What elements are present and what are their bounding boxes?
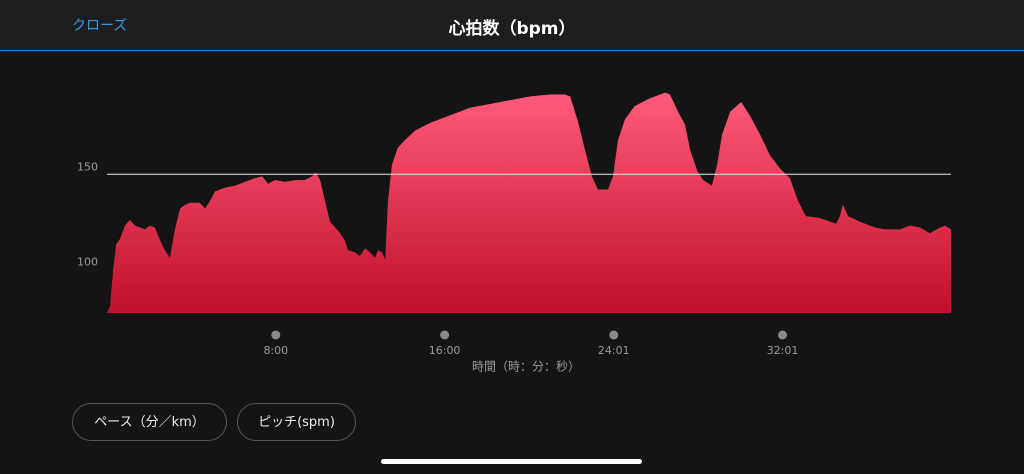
y-tick-label: 150 (77, 160, 98, 173)
x-tick-label: 16:00 (429, 344, 461, 357)
y-tick-label: 100 (77, 255, 98, 268)
chart: 100 150 8:00 16:00 24:01 32:01 時間（時：分：秒） (77, 92, 951, 374)
heart-rate-area (107, 92, 951, 313)
close-button[interactable]: クローズ (72, 18, 128, 34)
pace-button[interactable]: ペース（分／km） (72, 403, 227, 441)
top-bar: クローズ 心拍数（bpm） (0, 0, 1024, 51)
x-axis-label: 時間（時：分：秒） (472, 360, 580, 374)
cadence-button[interactable]: ピッチ(spm) (237, 403, 356, 441)
x-tick-dot (440, 330, 450, 340)
x-tick-dot (609, 330, 619, 340)
x-tick-dot (271, 330, 281, 340)
screen-title: 心拍数（bpm） (448, 19, 576, 39)
x-tick-label: 32:01 (767, 344, 799, 357)
x-tick-label: 24:01 (598, 344, 630, 357)
home-indicator (381, 459, 642, 464)
x-tick-dot (778, 330, 788, 340)
x-tick-label: 8:00 (263, 344, 288, 357)
